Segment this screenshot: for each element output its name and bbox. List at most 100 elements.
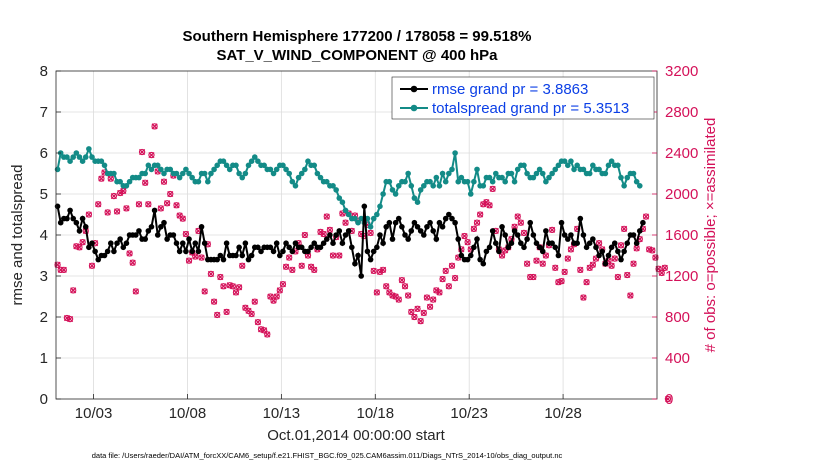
obs-assimilated-marker [373,289,380,296]
y2-tick-label: 2800 [665,104,698,121]
obs-possible-marker [223,308,230,316]
obs-assimilated-marker [642,213,650,220]
rmse-point [292,240,299,246]
obs-assimilated-marker [145,201,152,208]
rmse-point [552,244,559,251]
obs-assimilated-marker [420,309,427,316]
obs-assimilated-marker [423,294,430,301]
totalspread-point [333,187,339,193]
obs-possible-marker [533,257,540,264]
rmse-point [489,228,496,234]
rmse-point [89,240,95,246]
rmse-point [414,224,421,230]
y-tick-label: 5 [40,186,48,203]
totalspread-point [205,178,211,185]
totalspread-point [298,170,305,177]
rmse-point [189,248,195,255]
totalspread-point [86,146,92,152]
obs-possible-marker [70,287,77,294]
totalspread-point [267,166,274,173]
obs-assimilated-marker [342,219,349,226]
obs-possible-marker [514,213,521,220]
totalspread-point [286,170,292,177]
totalspread-point [405,170,411,177]
obs-assimilated-marker [436,289,443,296]
totalspread-point [233,162,239,169]
totalspread-point [342,207,349,214]
y2-tick-label: 3200 [665,63,698,80]
obs-possible-marker [476,211,484,218]
rmse-point [502,232,508,238]
obs-assimilated-marker [192,253,199,260]
obs-assimilated-marker [148,151,155,159]
totalspread-point [208,170,214,177]
rmse-point [424,224,430,230]
obs-possible-marker [445,283,452,290]
obs-assimilated-marker [426,303,434,310]
rmse-point [624,240,631,246]
obs-assimilated-marker [298,262,305,269]
rmse-point [593,244,599,251]
obs-assimilated-marker [583,279,590,286]
obs-possible-marker [439,275,446,283]
totalspread-point [283,166,289,173]
totalspread-point [273,166,280,173]
totalspread-point [76,154,83,160]
rmse-point [524,236,530,242]
totalspread-point [370,215,377,222]
obs-possible-marker [370,267,377,275]
totalspread-point [167,166,174,173]
totalspread-point [64,154,70,160]
obs-possible-marker [179,215,186,222]
obs-assimilated-marker [630,260,637,267]
obs-possible-marker [79,239,86,246]
rmse-point [636,228,643,234]
rmse-point [458,252,465,259]
obs-assimilated-marker [517,219,524,226]
totalspread-point [248,158,255,164]
rmse-point [151,207,158,214]
rmse-point [242,240,249,246]
obs-possible-marker [383,283,390,290]
y2-axis-label: # of obs: o=possible; ×=assimilated [702,118,719,353]
rmse-point [455,236,462,242]
rmse-point [449,215,455,222]
obs-assimilated-marker [261,327,268,334]
obs-possible-marker [95,201,102,208]
totalspread-point [261,162,267,169]
obs-possible-marker [367,229,374,237]
totalspread-point [302,166,308,173]
obs-possible-marker [404,292,412,299]
rmse-point [564,236,571,242]
totalspread-point [543,178,549,185]
axes: 0 1 2 3 4 5 6 7 8 0 400 800 1200 1600 2000 2400 2800 3200… [40,63,699,422]
rmse-point [518,240,524,246]
rmse-point [599,248,606,255]
obs-assimilated-marker [76,244,83,251]
y-tick-label: 0 [40,391,48,408]
rmse-point [176,248,183,255]
obs-possible-marker [461,232,468,240]
rmse-point [79,215,86,222]
obs-assimilated-marker [142,179,149,186]
totalspread-point [433,174,440,181]
obs-assimilated-marker [201,288,208,295]
rmse-point [273,240,280,246]
totalspread-point [195,178,202,185]
rmse-point [618,256,624,263]
rmse-point [173,240,180,246]
obs-assimilated-marker [608,262,615,269]
obs-possible-marker [185,257,193,264]
obs-possible-marker [577,266,584,273]
obs-assimilated-marker [624,271,631,279]
totalspread-point [402,178,408,185]
obs-assimilated-marker [323,213,330,220]
rmse-point [533,240,540,246]
totalspread-point [239,174,246,181]
rmse-line [56,206,644,277]
totalspread-point [467,191,474,197]
totalspread-point [183,166,189,173]
totalspread-point [608,158,615,164]
obs-possible-marker [217,273,224,281]
